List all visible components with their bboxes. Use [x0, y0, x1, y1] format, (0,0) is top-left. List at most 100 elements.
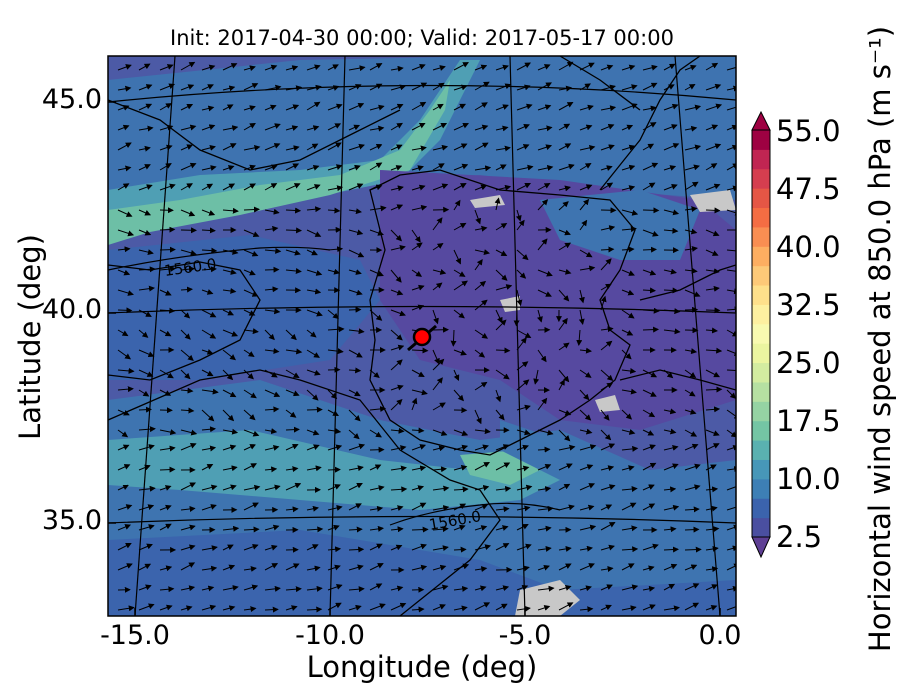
wind-arrow: [180, 442, 197, 451]
wind-arrow: [495, 222, 508, 231]
wind-arrow: [432, 358, 445, 371]
wind-arrow: [474, 280, 487, 291]
wind-arrow: [495, 369, 510, 380]
wind-arrow: [369, 104, 385, 111]
wind-arrow: [138, 249, 154, 256]
wind-arrow: [243, 249, 259, 257]
wind-arrow: [138, 389, 150, 397]
colorbar-segment: [752, 517, 770, 538]
wind-arrow: [411, 369, 425, 377]
wind-arrow: [243, 526, 260, 533]
wind-arrow: [138, 426, 156, 433]
wind-arrow: [516, 164, 534, 171]
wind-arrow: [201, 209, 216, 216]
wind-arrow: [516, 269, 527, 279]
colorbar-min-extend: [751, 536, 771, 559]
wind-arrow: [117, 209, 133, 217]
wind-arrow: [264, 183, 278, 191]
wind-arrow: [159, 504, 172, 511]
wind-arrow: [306, 249, 318, 256]
wind-arrow: [432, 526, 449, 533]
wind-arrow: [180, 124, 197, 131]
wind-arrow: [579, 504, 595, 511]
wind-arrow: [705, 605, 718, 611]
wind-arrow: [578, 309, 585, 325]
wind-arrow: [180, 544, 196, 551]
wind-arrow: [474, 124, 489, 131]
wind-arrow: [180, 249, 197, 256]
wind-arrow: [159, 246, 176, 253]
wind-arrow: [705, 584, 718, 591]
colorbar-tick-label: 10.0: [776, 462, 841, 496]
wind-arrow: [390, 229, 402, 242]
wind-arrow: [117, 124, 130, 131]
wind-arrow: [684, 289, 701, 297]
wind-arrow: [243, 105, 256, 111]
wind-arrow: [306, 229, 322, 237]
wind-arrow: [495, 83, 512, 91]
wind-arrow: [285, 207, 302, 214]
wind-arrow: [579, 563, 595, 571]
wind-arrow: [495, 145, 511, 152]
wind-arrow: [537, 183, 551, 191]
wind-arrow: [537, 64, 551, 71]
wind-arrow: [642, 64, 658, 71]
wind-arrow: [432, 584, 449, 591]
wind-arrow: [138, 563, 152, 571]
wind-arrow: [558, 429, 571, 442]
wind-arrow: [726, 349, 736, 356]
wind-arrow: [117, 367, 135, 374]
wind-arrow: [453, 486, 469, 493]
wind-arrow: [411, 427, 425, 434]
wind-arrow: [138, 584, 152, 591]
wind-arrow: [642, 246, 657, 253]
wind-arrow: [180, 266, 195, 273]
wind-arrow: [453, 546, 467, 553]
wind-arrow: [600, 124, 615, 131]
wind-arrow: [684, 64, 697, 71]
wind-arrow: [621, 144, 636, 151]
wind-arrow: [117, 289, 134, 296]
wind-arrow: [516, 484, 533, 491]
y-axis-title: Latitude (deg): [13, 234, 47, 440]
wind-arrow: [348, 604, 362, 611]
wind-arrow: [285, 249, 301, 256]
wind-arrow: [516, 524, 529, 531]
wind-arrow: [558, 61, 574, 71]
wind-arrow: [726, 409, 736, 420]
wind-arrow: [138, 543, 153, 551]
wind-arrow: [117, 409, 130, 416]
x-tick-label: -10.0: [295, 620, 365, 651]
wind-arrow: [684, 546, 702, 553]
wind-arrow: [621, 209, 639, 216]
wind-arrow: [600, 326, 614, 333]
wind-arrow: [495, 462, 511, 471]
wind-arrow: [474, 349, 486, 358]
wind-arrow: [642, 182, 656, 191]
wind-arrow: [201, 484, 218, 491]
wind-arrow: [537, 309, 543, 323]
wind-arrow: [348, 429, 360, 440]
wind-arrow: [537, 429, 554, 436]
wind-arrow: [474, 142, 489, 151]
wind-arrow: [159, 429, 177, 436]
wind-arrow: [705, 369, 720, 378]
wind-arrow: [243, 229, 260, 237]
wind-arrow: [432, 65, 446, 71]
wind-arrow: [495, 525, 509, 531]
wind-arrow: [243, 463, 257, 471]
wind-arrow: [642, 565, 655, 572]
wind-arrow: [558, 463, 573, 471]
wind-arrow: [516, 379, 530, 391]
wind-arrow: [222, 287, 237, 294]
wind-arrow: [264, 466, 278, 473]
wind-arrow: [222, 544, 234, 551]
wind-arrow: [516, 565, 530, 572]
wind-arrow: [453, 563, 470, 571]
wind-arrow: [642, 162, 659, 171]
wind-arrow: [579, 219, 588, 231]
wind-arrow: [390, 65, 404, 72]
wind-arrow: [369, 63, 383, 71]
wind-arrow: [180, 506, 196, 512]
wind-arrow: [558, 268, 572, 275]
